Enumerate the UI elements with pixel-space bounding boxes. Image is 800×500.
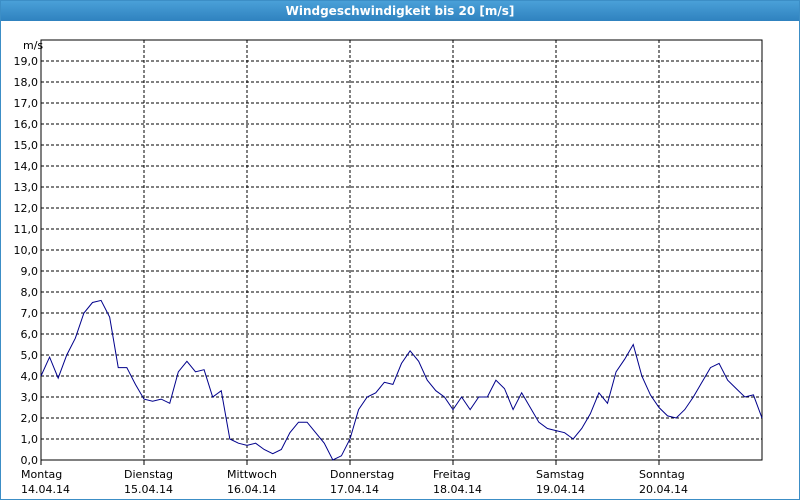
data-line bbox=[40, 299, 763, 461]
y-tick-label: 16,0 bbox=[14, 118, 39, 131]
x-tick-date: 17.04.14 bbox=[330, 483, 379, 496]
y-tick-label: 3,0 bbox=[21, 391, 39, 404]
y-tick-label: 15,0 bbox=[14, 139, 39, 152]
y-unit-label: m/s bbox=[23, 39, 43, 52]
x-tick-date: 20.04.14 bbox=[639, 483, 688, 496]
y-tick-label: 7,0 bbox=[21, 307, 39, 320]
y-tick-label: 6,0 bbox=[21, 328, 39, 341]
y-tick-label: 4,0 bbox=[21, 370, 39, 383]
y-tick-label: 17,0 bbox=[14, 97, 39, 110]
x-tick-label: Sonntag bbox=[639, 468, 685, 481]
y-tick-label: 8,0 bbox=[21, 286, 39, 299]
x-tick-label: Donnerstag bbox=[330, 468, 394, 481]
x-tick-date: 14.04.14 bbox=[21, 483, 70, 496]
x-tick-label: Samstag bbox=[536, 468, 584, 481]
x-tick-date: 19.04.14 bbox=[536, 483, 585, 496]
x-tick-label: Freitag bbox=[433, 468, 471, 481]
y-tick-label: 11,0 bbox=[14, 223, 39, 236]
y-tick-label: 5,0 bbox=[21, 349, 39, 362]
x-tick-date: 15.04.14 bbox=[124, 483, 173, 496]
y-tick-label: 19,0 bbox=[14, 55, 39, 68]
chart: m/s 0,0 1,0 2,0 3,0 4,0 5,0 6,0 7,0 8,0 9,0 10,0 11… bbox=[14, 39, 763, 496]
y-tick-label: 14,0 bbox=[14, 160, 39, 173]
y-tick-label: 12,0 bbox=[14, 202, 39, 215]
y-tick-label: 18,0 bbox=[14, 76, 39, 89]
y-tick-label: 2,0 bbox=[21, 412, 39, 425]
y-tick-label: 13,0 bbox=[14, 181, 39, 194]
y-tick-label: 1,0 bbox=[21, 433, 39, 446]
y-tick-label: 0,0 bbox=[21, 454, 39, 467]
y-tick-label: 10,0 bbox=[14, 244, 39, 257]
x-tick-date: 16.04.14 bbox=[227, 483, 276, 496]
plot-frame bbox=[40, 39, 763, 461]
x-tick-label: Dienstag bbox=[124, 468, 173, 481]
x-tick-date: 18.04.14 bbox=[433, 483, 482, 496]
x-tick-label: Mittwoch bbox=[227, 468, 277, 481]
title-bar: Windgeschwindigkeit bis 20 [m/s] bbox=[1, 1, 799, 21]
x-tick-label: Montag bbox=[21, 468, 62, 481]
y-tick-label: 9,0 bbox=[21, 265, 39, 278]
